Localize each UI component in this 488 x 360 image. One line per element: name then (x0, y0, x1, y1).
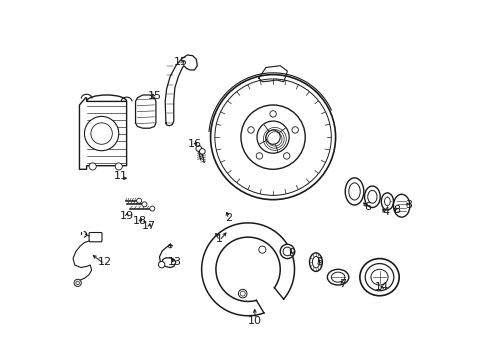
Circle shape (142, 202, 147, 207)
Ellipse shape (370, 269, 387, 285)
Text: 15: 15 (174, 57, 188, 67)
Circle shape (257, 121, 288, 153)
Ellipse shape (384, 197, 389, 206)
Polygon shape (80, 98, 126, 169)
Text: 1: 1 (216, 234, 223, 244)
Text: 12: 12 (97, 257, 111, 267)
Text: 3: 3 (405, 200, 411, 210)
Circle shape (210, 75, 335, 200)
Circle shape (89, 163, 96, 170)
Ellipse shape (331, 272, 344, 282)
FancyBboxPatch shape (89, 233, 102, 242)
Circle shape (84, 116, 119, 151)
Circle shape (240, 291, 244, 296)
Circle shape (283, 153, 289, 159)
Circle shape (76, 281, 80, 285)
Text: 18: 18 (133, 216, 147, 226)
Ellipse shape (359, 258, 398, 296)
Circle shape (238, 289, 246, 298)
Text: 17: 17 (142, 221, 156, 231)
Circle shape (149, 206, 155, 211)
Circle shape (74, 279, 81, 287)
Circle shape (241, 105, 305, 169)
Ellipse shape (364, 186, 380, 207)
Circle shape (168, 244, 172, 248)
Ellipse shape (348, 183, 360, 200)
Circle shape (214, 79, 331, 195)
Text: 2: 2 (224, 212, 231, 222)
Ellipse shape (312, 256, 319, 268)
Ellipse shape (345, 178, 363, 205)
Circle shape (199, 149, 205, 154)
Circle shape (196, 146, 201, 152)
Text: 8: 8 (393, 205, 400, 215)
Text: 14: 14 (374, 282, 388, 292)
Text: 19: 19 (119, 211, 133, 221)
Ellipse shape (393, 194, 409, 217)
Circle shape (291, 127, 298, 133)
Text: 6: 6 (364, 202, 370, 212)
Text: 4: 4 (381, 207, 388, 217)
Ellipse shape (367, 190, 376, 203)
Text: 13: 13 (167, 257, 182, 267)
Text: 9: 9 (288, 248, 295, 258)
Circle shape (158, 261, 164, 268)
Ellipse shape (381, 193, 393, 210)
Ellipse shape (365, 264, 393, 291)
Circle shape (115, 163, 122, 170)
Text: 10: 10 (248, 316, 262, 326)
Text: 7: 7 (339, 279, 346, 289)
Text: 16: 16 (187, 139, 201, 149)
Circle shape (280, 244, 294, 258)
Circle shape (92, 236, 95, 239)
Circle shape (91, 123, 112, 144)
Circle shape (256, 153, 262, 159)
Ellipse shape (326, 269, 348, 285)
Text: 15: 15 (147, 91, 161, 101)
Text: 5: 5 (315, 257, 323, 267)
Circle shape (258, 246, 265, 253)
Ellipse shape (309, 253, 322, 271)
Text: 11: 11 (113, 171, 127, 181)
Circle shape (269, 111, 276, 117)
Circle shape (136, 198, 142, 203)
Circle shape (247, 127, 254, 133)
Circle shape (283, 247, 291, 256)
Circle shape (265, 130, 280, 144)
